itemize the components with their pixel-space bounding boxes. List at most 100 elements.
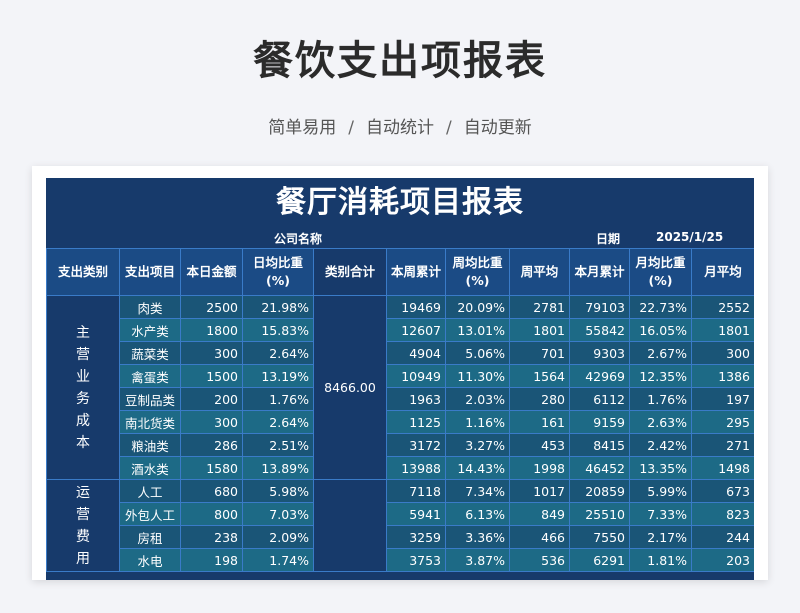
value-cell-month-avg[interactable]: 823 bbox=[691, 502, 754, 526]
value-cell-day[interactable]: 300 bbox=[180, 341, 243, 365]
value-cell-week[interactable]: 1963 bbox=[386, 387, 446, 411]
value-cell-week-avg[interactable]: 466 bbox=[509, 525, 570, 549]
value-cell-week[interactable]: 13988 bbox=[386, 456, 446, 480]
value-cell-day-pct[interactable]: 21.98% bbox=[242, 295, 314, 319]
value-cell-week-pct[interactable]: 2.03% bbox=[445, 387, 510, 411]
value-cell-week-pct[interactable]: 3.87% bbox=[445, 548, 510, 572]
value-cell-month-avg[interactable]: 203 bbox=[691, 548, 754, 572]
value-cell-week-avg[interactable]: 280 bbox=[509, 387, 570, 411]
value-cell-day[interactable]: 286 bbox=[180, 433, 243, 457]
value-cell-week[interactable]: 5941 bbox=[386, 502, 446, 526]
value-cell-week[interactable]: 3753 bbox=[386, 548, 446, 572]
value-cell-week-pct[interactable]: 13.01% bbox=[445, 318, 510, 342]
value-cell-month-pct[interactable]: 2.17% bbox=[629, 525, 692, 549]
item-cell[interactable]: 肉类 bbox=[119, 295, 181, 319]
value-cell-day-pct[interactable]: 1.74% bbox=[242, 548, 314, 572]
item-cell[interactable]: 南北货类 bbox=[119, 410, 181, 434]
value-cell-day-pct[interactable]: 5.98% bbox=[242, 479, 314, 503]
value-cell-month-avg[interactable]: 300 bbox=[691, 341, 754, 365]
value-cell-day-pct[interactable]: 7.03% bbox=[242, 502, 314, 526]
value-cell-week-avg[interactable]: 1564 bbox=[509, 364, 570, 388]
value-cell-month-avg[interactable]: 1801 bbox=[691, 318, 754, 342]
value-cell-month[interactable]: 79103 bbox=[569, 295, 630, 319]
value-cell-week[interactable]: 7118 bbox=[386, 479, 446, 503]
value-cell-month[interactable]: 8415 bbox=[569, 433, 630, 457]
item-cell[interactable]: 水电 bbox=[119, 548, 181, 572]
category-total-cell[interactable]: 8466.00 bbox=[313, 295, 387, 480]
value-cell-week-avg[interactable]: 536 bbox=[509, 548, 570, 572]
value-cell-week-avg[interactable]: 453 bbox=[509, 433, 570, 457]
value-cell-day-pct[interactable]: 13.19% bbox=[242, 364, 314, 388]
value-cell-month-avg[interactable]: 271 bbox=[691, 433, 754, 457]
value-cell-week-avg[interactable]: 1017 bbox=[509, 479, 570, 503]
value-cell-week-avg[interactable]: 2781 bbox=[509, 295, 570, 319]
value-cell-week-pct[interactable]: 14.43% bbox=[445, 456, 510, 480]
value-cell-month[interactable]: 55842 bbox=[569, 318, 630, 342]
value-cell-week-pct[interactable]: 3.36% bbox=[445, 525, 510, 549]
value-cell-day[interactable]: 238 bbox=[180, 525, 243, 549]
value-cell-day-pct[interactable]: 2.64% bbox=[242, 410, 314, 434]
value-cell-week[interactable]: 19469 bbox=[386, 295, 446, 319]
item-cell[interactable]: 水产类 bbox=[119, 318, 181, 342]
value-cell-day[interactable]: 1580 bbox=[180, 456, 243, 480]
value-cell-month-pct[interactable]: 13.35% bbox=[629, 456, 692, 480]
value-cell-day[interactable]: 1800 bbox=[180, 318, 243, 342]
value-cell-month-avg[interactable]: 1386 bbox=[691, 364, 754, 388]
value-cell-month-pct[interactable]: 2.42% bbox=[629, 433, 692, 457]
item-cell[interactable]: 酒水类 bbox=[119, 456, 181, 480]
value-cell-day[interactable]: 200 bbox=[180, 387, 243, 411]
value-cell-day[interactable]: 300 bbox=[180, 410, 243, 434]
value-cell-month[interactable]: 7550 bbox=[569, 525, 630, 549]
value-cell-month-pct[interactable]: 1.76% bbox=[629, 387, 692, 411]
value-cell-day[interactable]: 2500 bbox=[180, 295, 243, 319]
value-cell-day-pct[interactable]: 2.64% bbox=[242, 341, 314, 365]
value-cell-week-avg[interactable]: 1998 bbox=[509, 456, 570, 480]
item-cell[interactable]: 房租 bbox=[119, 525, 181, 549]
item-cell[interactable]: 禽蛋类 bbox=[119, 364, 181, 388]
item-cell[interactable]: 人工 bbox=[119, 479, 181, 503]
value-cell-week-avg[interactable]: 701 bbox=[509, 341, 570, 365]
value-cell-month[interactable]: 20859 bbox=[569, 479, 630, 503]
value-cell-week-avg[interactable]: 161 bbox=[509, 410, 570, 434]
value-cell-week-pct[interactable]: 11.30% bbox=[445, 364, 510, 388]
value-cell-month-avg[interactable]: 2552 bbox=[691, 295, 754, 319]
value-cell-week-avg[interactable]: 849 bbox=[509, 502, 570, 526]
value-cell-week-pct[interactable]: 20.09% bbox=[445, 295, 510, 319]
value-cell-week-pct[interactable]: 7.34% bbox=[445, 479, 510, 503]
value-cell-week-avg[interactable]: 1801 bbox=[509, 318, 570, 342]
category-cell[interactable]: 主营业务成本 bbox=[46, 295, 120, 480]
value-cell-month-avg[interactable]: 1498 bbox=[691, 456, 754, 480]
value-cell-month-pct[interactable]: 7.33% bbox=[629, 502, 692, 526]
value-cell-month-avg[interactable]: 197 bbox=[691, 387, 754, 411]
value-cell-week-pct[interactable]: 3.27% bbox=[445, 433, 510, 457]
value-cell-month-pct[interactable]: 22.73% bbox=[629, 295, 692, 319]
value-cell-week[interactable]: 3172 bbox=[386, 433, 446, 457]
value-cell-month-pct[interactable]: 2.63% bbox=[629, 410, 692, 434]
value-cell-day-pct[interactable]: 15.83% bbox=[242, 318, 314, 342]
value-cell-month-avg[interactable]: 244 bbox=[691, 525, 754, 549]
category-cell[interactable]: 运营费用 bbox=[46, 479, 120, 572]
value-cell-week-pct[interactable]: 1.16% bbox=[445, 410, 510, 434]
value-cell-week[interactable]: 1125 bbox=[386, 410, 446, 434]
category-total-cell[interactable] bbox=[313, 479, 387, 572]
value-cell-day-pct[interactable]: 2.09% bbox=[242, 525, 314, 549]
value-cell-day[interactable]: 800 bbox=[180, 502, 243, 526]
value-cell-month-avg[interactable]: 673 bbox=[691, 479, 754, 503]
value-cell-month[interactable]: 42969 bbox=[569, 364, 630, 388]
value-cell-week[interactable]: 4904 bbox=[386, 341, 446, 365]
value-cell-month-pct[interactable]: 2.67% bbox=[629, 341, 692, 365]
value-cell-month[interactable]: 9159 bbox=[569, 410, 630, 434]
value-cell-week-pct[interactable]: 5.06% bbox=[445, 341, 510, 365]
item-cell[interactable]: 豆制品类 bbox=[119, 387, 181, 411]
value-cell-week[interactable]: 10949 bbox=[386, 364, 446, 388]
value-cell-day-pct[interactable]: 1.76% bbox=[242, 387, 314, 411]
value-cell-month[interactable]: 25510 bbox=[569, 502, 630, 526]
value-cell-day[interactable]: 680 bbox=[180, 479, 243, 503]
value-cell-month-pct[interactable]: 5.99% bbox=[629, 479, 692, 503]
value-cell-month[interactable]: 6112 bbox=[569, 387, 630, 411]
value-cell-week[interactable]: 3259 bbox=[386, 525, 446, 549]
value-cell-month[interactable]: 9303 bbox=[569, 341, 630, 365]
value-cell-month-pct[interactable]: 12.35% bbox=[629, 364, 692, 388]
value-cell-month[interactable]: 46452 bbox=[569, 456, 630, 480]
value-cell-month-pct[interactable]: 16.05% bbox=[629, 318, 692, 342]
